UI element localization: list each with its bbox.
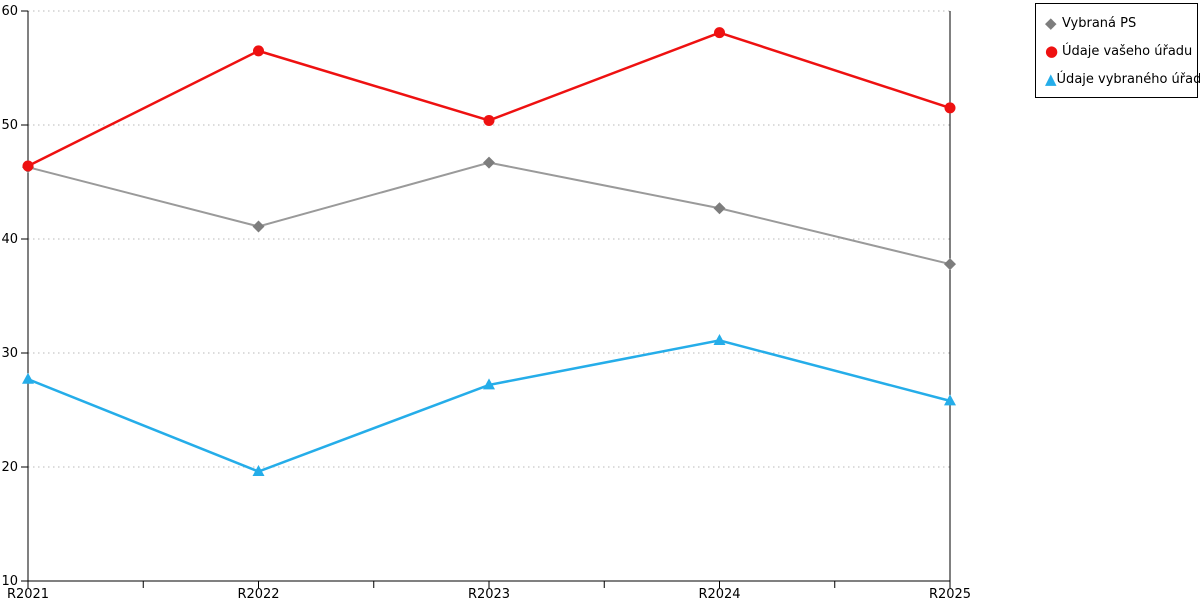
data-point <box>483 114 495 126</box>
series-1 <box>22 27 956 172</box>
data-point <box>253 45 264 57</box>
x-tick-label: R2024 <box>698 587 740 600</box>
data-point <box>714 27 725 39</box>
x-tick-label: R2023 <box>468 587 510 600</box>
data-point <box>22 160 34 172</box>
x-axis-ticks: R2021 R2022 R2023 R2024 R2025 <box>7 581 971 600</box>
data-point <box>713 202 726 215</box>
data-point <box>483 156 495 169</box>
legend-label: Vybraná PS <box>1062 15 1137 31</box>
circle-marker-icon: ● <box>1045 41 1059 60</box>
data-point <box>483 378 495 390</box>
data-point <box>944 394 956 406</box>
data-point <box>944 258 956 271</box>
y-tick-label: 30 <box>1 346 18 361</box>
triangle-marker-icon: ▲ <box>1045 69 1057 88</box>
x-tick-label: R2025 <box>929 587 971 600</box>
data-point <box>22 372 34 384</box>
y-axis-ticks: 10 20 30 40 50 60 <box>1 4 28 589</box>
legend-label: Údaje vašeho úřadu <box>1062 43 1193 59</box>
legend-item-udaje-vybraneho-uradu: ▲ Údaje vybraného úřadu <box>1045 65 1200 93</box>
series-2 <box>22 333 956 477</box>
y-tick-label: 20 <box>1 460 18 475</box>
legend-item-udaje-vaseho-uradu: ● Údaje vašeho úřadu <box>1045 37 1197 65</box>
diamond-marker-icon: ◆ <box>1045 13 1057 32</box>
series-0 <box>22 156 956 271</box>
legend-label: Údaje vybraného úřadu <box>1056 71 1200 87</box>
legend: ◆ Vybraná PS ● Údaje vašeho úřadu ▲ Údaj… <box>1035 3 1200 98</box>
data-point <box>713 333 726 345</box>
gridlines <box>28 10 950 468</box>
y-tick-label: 60 <box>1 4 18 19</box>
data-point <box>252 465 265 477</box>
data-point <box>252 220 265 233</box>
y-tick-label: 10 <box>1 574 18 589</box>
data-point <box>944 102 956 114</box>
x-tick-label: R2022 <box>237 587 279 600</box>
x-tick-label: R2021 <box>7 587 49 600</box>
y-tick-label: 40 <box>1 232 18 247</box>
y-tick-label: 50 <box>1 118 18 133</box>
legend-item-vybrana-ps: ◆ Vybraná PS <box>1045 9 1197 37</box>
